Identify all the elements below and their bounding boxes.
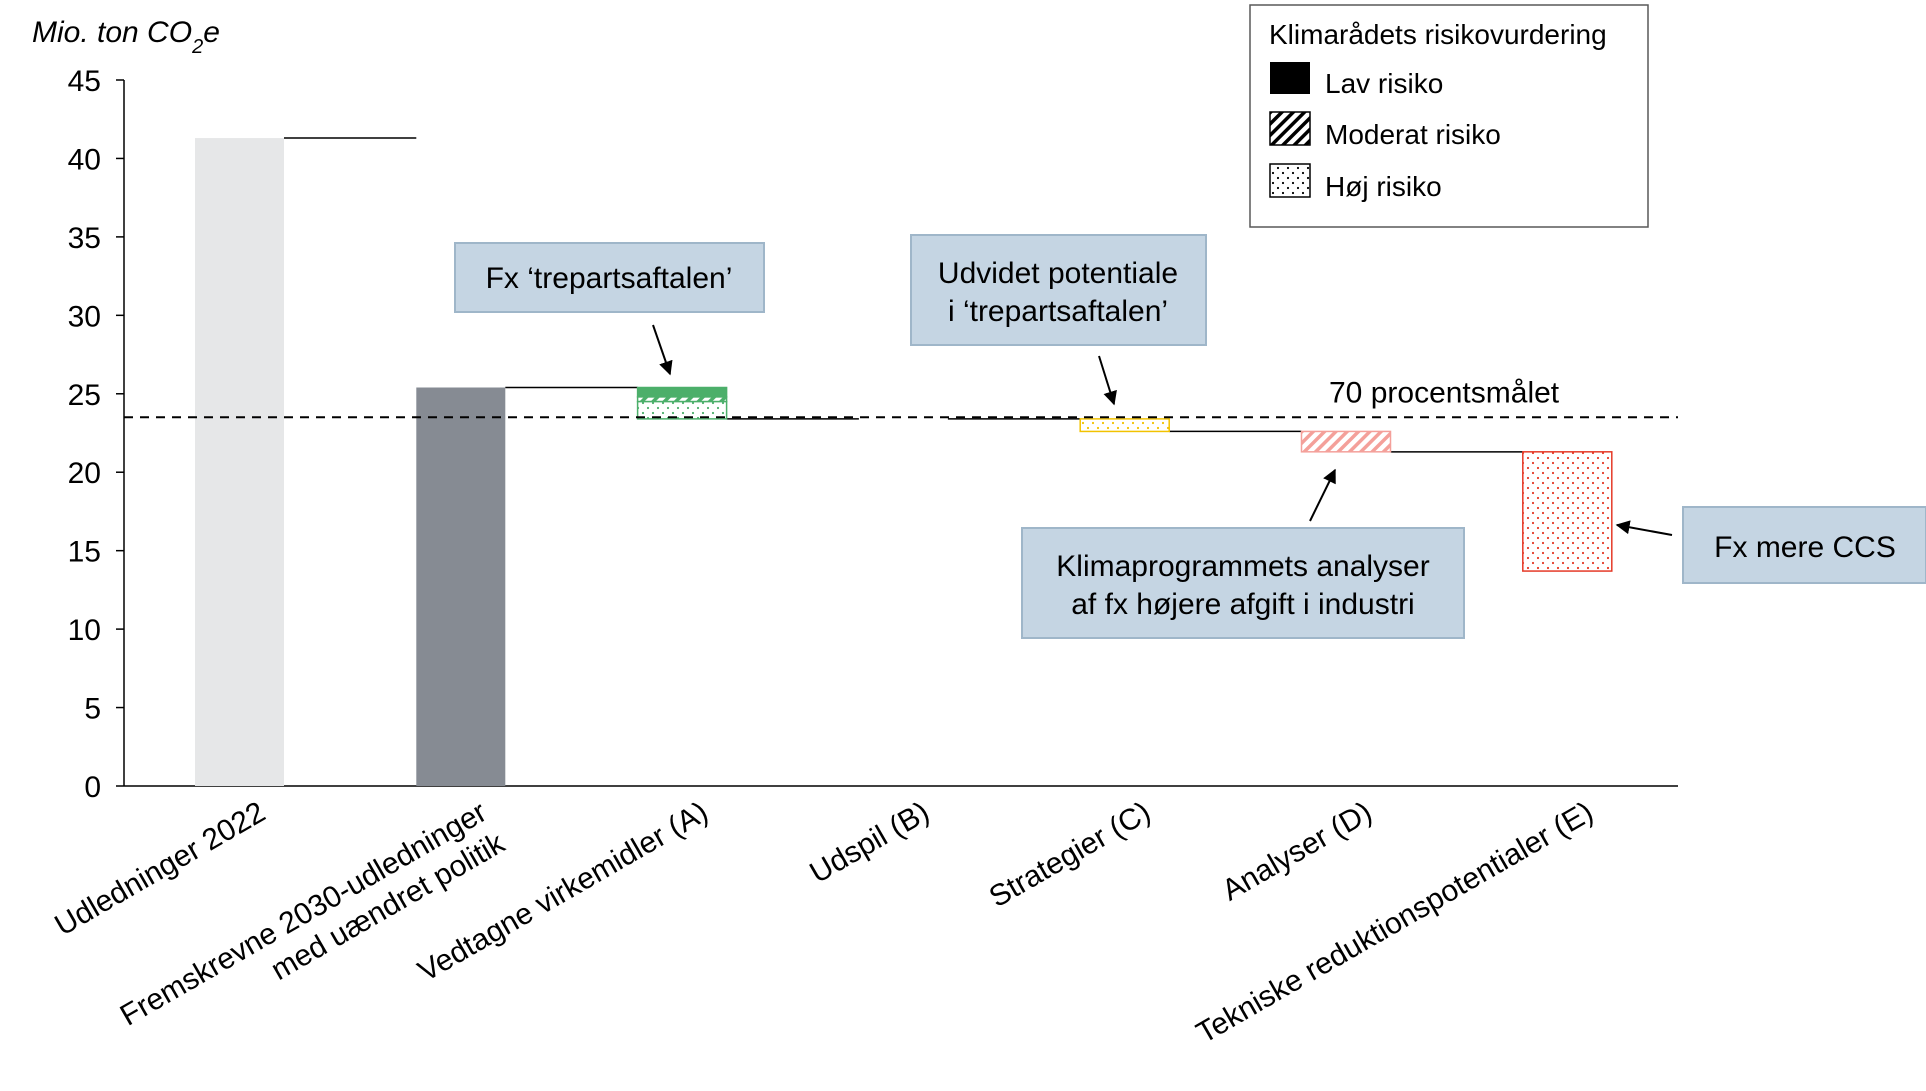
- y-tick-label: 15: [68, 536, 101, 569]
- legend-swatch-moderate: [1269, 111, 1311, 146]
- y-tick-label: 40: [68, 143, 101, 176]
- bar-segment-moderate: [1300, 430, 1392, 453]
- bar-segment-high: [1079, 418, 1170, 433]
- legend-label-moderate: Moderat risiko: [1325, 119, 1501, 150]
- y-tick-label: 20: [68, 457, 101, 490]
- bar-segment-high: [1522, 451, 1613, 572]
- y-axis-label: Mio. ton CO2e: [32, 16, 220, 58]
- category-label: Analyser (D): [1217, 795, 1378, 907]
- legend-label-low: Lav risiko: [1325, 68, 1443, 99]
- y-tick-label: 10: [68, 614, 101, 647]
- legend: Klimarådets risikovurdering Lav risiko M…: [1249, 4, 1649, 228]
- y-tick-label: 25: [68, 379, 101, 412]
- legend-label-high: Høj risiko: [1325, 171, 1442, 202]
- callout-arrow: [652, 324, 673, 376]
- callout-klimaprogrammet: Klimaprogrammets analyser af fx højere a…: [1021, 468, 1465, 639]
- legend-swatch-high: [1269, 163, 1311, 198]
- category-label: Tekniske reduktionspotentialer (E): [1191, 795, 1599, 1050]
- callout-box: [454, 242, 765, 313]
- callout-text-line-2: i ‘trepartsaftalen’: [948, 295, 1168, 328]
- category-label-line: Fremskrevne 2030-udledninger: [115, 795, 493, 1032]
- bar-total: [195, 138, 284, 786]
- callout-text-line-1: Udvidet potentiale: [938, 257, 1178, 290]
- category-label-line: Tekniske reduktionspotentialer (E): [1191, 795, 1599, 1050]
- category-label-line: Analyser (D): [1217, 795, 1378, 907]
- category-label: Udspil (B): [804, 795, 935, 889]
- category-label-line: Udledninger 2022: [49, 795, 271, 942]
- y-ticks: 0 5 10 15 20 25 30 35 40 45: [68, 65, 124, 804]
- connector-lines: [284, 137, 1523, 453]
- callout-arrow: [1615, 520, 1673, 536]
- bar-segment-low: [636, 386, 728, 398]
- callout-udvidet-potentiale: Udvidet potentiale i ‘trepartsaftalen’: [910, 234, 1207, 406]
- y-tick-label: 45: [68, 65, 101, 98]
- callout-text-line-1: Klimaprogrammets analyser: [1056, 550, 1429, 583]
- bar-segment-high: [636, 400, 728, 420]
- legend-title: Klimarådets risikovurdering: [1269, 19, 1607, 50]
- callout-arrow: [1098, 355, 1117, 406]
- target-label: 70 procentsmålet: [1329, 376, 1560, 409]
- y-tick-label: 5: [84, 693, 101, 726]
- callout-text: Fx ‘trepartsaftalen’: [486, 262, 733, 295]
- y-tick-label: 35: [68, 222, 101, 255]
- callout-box: [910, 234, 1207, 346]
- callout-text-line-2: af fx højere afgift i industri: [1071, 588, 1414, 621]
- category-label: Udledninger 2022: [49, 795, 271, 942]
- callout-box: [1021, 527, 1465, 639]
- callout-mere-ccs: Fx mere CCS: [1615, 506, 1926, 584]
- callout-trepartsaftalen: Fx ‘trepartsaftalen’: [454, 242, 765, 376]
- callout-box: [1682, 506, 1926, 584]
- callout-arrow: [1309, 468, 1336, 522]
- bar-total: [416, 387, 506, 786]
- legend-swatch-low: [1270, 62, 1310, 94]
- category-label-line: Udspil (B): [804, 795, 935, 889]
- category-label-line: Strategier (C): [984, 795, 1156, 914]
- y-tick-label: 30: [68, 300, 101, 333]
- category-label: Strategier (C): [984, 795, 1156, 914]
- legend-box: [1249, 4, 1649, 228]
- y-tick-label: 0: [84, 771, 101, 804]
- callout-text: Fx mere CCS: [1714, 531, 1896, 564]
- bars: [195, 138, 1613, 786]
